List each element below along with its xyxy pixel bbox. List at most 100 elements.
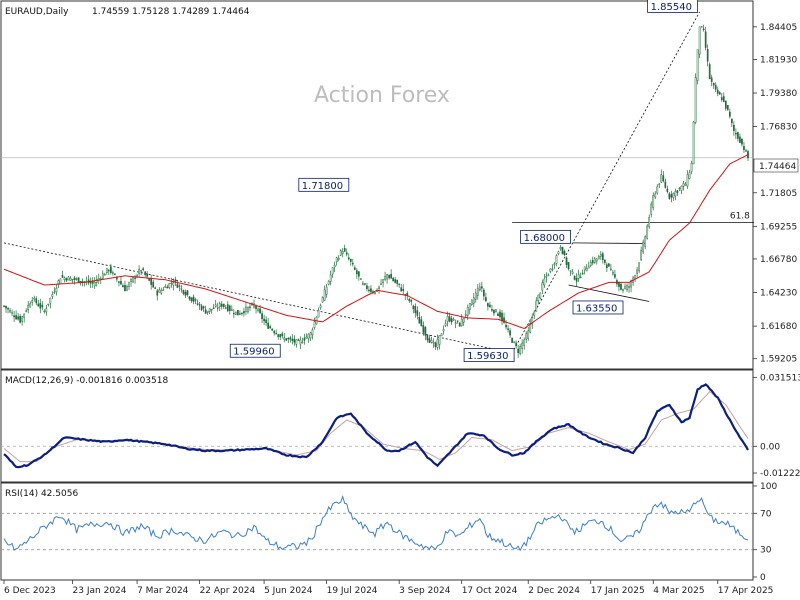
candle [591,256,594,266]
rsi-panel[interactable]: 100 70 30 0 RSI(14) 42.5056 [0,482,777,583]
candle [45,304,48,316]
candle-body [275,332,278,335]
candle-body [162,289,165,291]
candle-body [164,286,167,288]
candle-body [636,269,638,274]
candle [726,105,729,112]
candle-body [493,309,495,314]
candle-body [688,172,691,179]
candle-body [398,283,401,285]
candle [628,282,630,293]
candle-body [112,272,114,274]
candle [13,310,15,322]
macd-panel[interactable]: 0.031513 0.00 -0.012223 MACD(12,26,9) -0.0… [0,369,800,483]
y-tick-label: 1.59205 [760,355,797,365]
candle-body [335,257,338,262]
candle [380,278,382,285]
x-tick-label: 6 Dec 2023 [4,586,56,596]
candle-body [545,275,548,278]
candle [660,169,663,184]
candle-body [233,312,235,315]
candle-body [652,195,655,208]
candle-body [289,337,292,340]
candle-body [390,274,392,279]
candle [513,341,515,344]
price-label: 1.85540 [647,0,699,13]
candle [55,284,58,296]
candle [210,308,213,314]
candle-body [462,317,465,323]
candle [49,297,52,309]
candle [422,321,425,336]
candle-body [126,286,128,291]
candle [468,303,471,315]
candle [450,315,453,325]
candle [470,299,473,306]
candle [702,24,705,32]
candle [311,327,314,340]
candle-body [525,333,528,340]
candle [743,141,745,153]
candle [706,44,709,67]
candle-body [460,318,463,327]
candle-body [245,306,247,312]
candle [142,266,144,272]
candle-body [704,31,707,48]
candle [126,284,128,292]
candle-body [152,281,155,288]
candle-body [624,286,626,289]
candle-body [293,338,296,343]
candle-body [555,255,558,264]
price-label-text: 1.59960 [233,347,274,358]
candle-body [541,282,544,291]
candle [716,86,719,97]
candle [130,277,132,287]
candle [134,274,136,284]
candle [35,296,38,306]
candle [297,338,300,341]
candle-body [269,326,271,329]
candle-body [107,269,110,272]
candle-body [103,274,106,276]
candle-body [396,279,399,284]
candle-body [61,275,64,278]
candle-body [226,304,229,312]
candle [525,331,528,343]
candle [444,319,447,327]
candle [7,306,9,314]
candle [53,287,56,295]
rsi-y-axis: 100 70 30 0 [1,482,777,583]
candle [140,269,142,275]
candle-body [7,308,9,310]
candle-body [440,333,443,337]
main-panel[interactable]: 1.59205 1.61680 1.64230 1.66780 1.69255 1.718… [0,0,799,370]
current-price-text: 1.74464 [759,162,796,172]
candle-body [620,283,622,290]
candle-body [224,307,227,309]
x-tick-label: 17 Apr 2025 [718,586,774,596]
candle-body [170,282,173,284]
price-label-text: 1.85540 [651,2,692,13]
candle [206,310,209,315]
candle-body [722,96,725,102]
candle [472,293,475,308]
candle [458,322,461,327]
candle [573,275,576,281]
candle-body [380,283,382,285]
candle-body [378,286,380,289]
candle [714,82,717,93]
candle-body [422,325,425,333]
candle-body [535,300,538,312]
candle-body [374,292,376,294]
candle-body [491,309,493,311]
candle-body [200,305,203,311]
candle [601,251,604,264]
candle-body [337,257,340,260]
candle-body [263,318,265,322]
candle [325,283,328,298]
trendline [568,284,650,302]
candle-body [59,278,62,285]
candle [620,281,622,291]
candle [515,340,517,349]
